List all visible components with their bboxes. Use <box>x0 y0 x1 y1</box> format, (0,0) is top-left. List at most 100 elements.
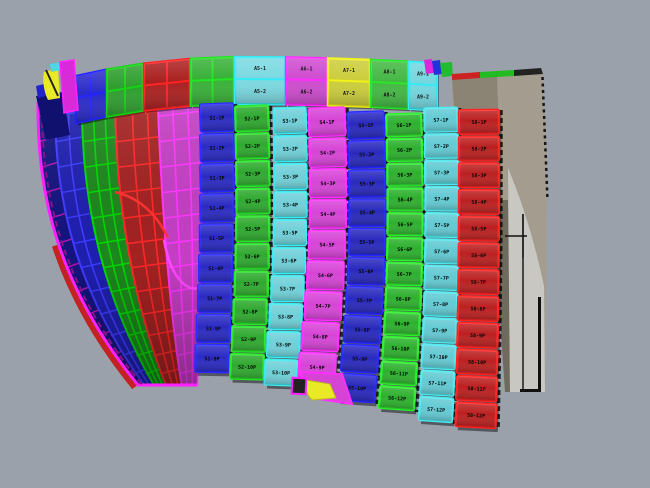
sheer-plate-label: A5-1 <box>254 66 266 72</box>
hull-plate-label: S4-1P <box>319 120 334 127</box>
hull-plate-label: S8-1P <box>471 120 486 126</box>
hull-plate-label: S7-2P <box>434 144 449 150</box>
hull-boundary-dashes <box>41 102 143 386</box>
hull-plate-label: S1-9P <box>204 356 219 362</box>
hull-plate-label: S6-8P <box>396 296 411 303</box>
crosshair-cursor <box>505 214 527 258</box>
hull-plate-label: S1-1P <box>209 115 224 122</box>
hull-plate-label: S2-3P <box>245 171 260 177</box>
hull-plate-label: S4-9P <box>309 365 324 372</box>
hull-plate-label: S8-11P <box>467 386 485 393</box>
hull-plate-label: S2-8P <box>242 309 257 315</box>
hull-plate-label: S5-8P <box>355 327 370 334</box>
hull-plate-label: S6-10P <box>391 346 409 353</box>
hull-plate-label: S2-5P <box>245 227 260 233</box>
hull-plate-label: S3-7P <box>280 286 295 292</box>
hull-plate-label: S5-10P <box>348 385 366 392</box>
hull-plate-label: S3-6P <box>281 258 296 264</box>
hull-plate-label: S6-3P <box>397 173 412 179</box>
hull-plate-label: S2-6P <box>245 254 260 260</box>
hull-plate-label: S2-7P <box>244 282 259 288</box>
hull-plate-label: S3-4P <box>283 202 298 208</box>
hull-plate-label: S8-6P <box>471 253 486 259</box>
column-2-green[interactable]: S2-1P S2-2P S2-3P S2-4P S2-5P S2-6P S2-7P S2-8P… <box>229 104 274 384</box>
hull-plate-label: S3-1P <box>282 118 297 125</box>
hull-plate-label: S8-5P <box>471 226 486 232</box>
hull-plate-label: S1-4P <box>209 206 224 212</box>
hull-plate-label: S6-11P <box>390 371 408 378</box>
hull-plate-label: S3-9P <box>276 342 291 348</box>
hull-plate-label: S4-5P <box>319 242 334 248</box>
hull-plate-label: S6-5P <box>398 222 413 228</box>
hull-plate-label: S4-6P <box>318 273 333 279</box>
sheer-plate-label: A5-2 <box>254 89 266 95</box>
hull-plate-label: S4-7P <box>315 304 330 310</box>
hull-boundary-edge <box>36 102 197 387</box>
hull-plate-label: S6-7P <box>397 272 412 278</box>
hull-plate-label: S6-2P <box>397 148 412 154</box>
hull-plate-label: S8-2P <box>471 146 486 152</box>
hull-plate-label: S6-9P <box>394 321 409 328</box>
hull-plate-label: S4-4P <box>320 212 335 218</box>
hull-plate-label: S4-3P <box>320 181 335 187</box>
sheer-plate-label: A6-2 <box>300 90 312 96</box>
hull-plate-label: S8-9P <box>470 333 485 340</box>
sheer-plate-3[interactable] <box>142 57 192 114</box>
sheer-plate-label: A8-2 <box>383 93 395 99</box>
hull-plate-label: S1-7P <box>207 296 222 302</box>
sheer-plate-label: A7-2 <box>343 91 355 97</box>
hull-plate-label: S3-5P <box>282 230 297 236</box>
top-edge-strips <box>424 59 543 80</box>
sheer-plate-label: A8-1 <box>383 70 395 76</box>
hull-plate-label: S8-4P <box>471 200 486 206</box>
column-7-cyan[interactable]: S7-1P S7-2P S7-3P S7-4P S7-5P S7-6P S7-7P S7-8P… <box>417 106 463 427</box>
hull-plate-label: S7-11P <box>428 380 446 387</box>
hull-plate-label: S5-6P <box>358 269 373 275</box>
column-8-red[interactable]: S8-1P S8-2P S8-3P S8-4P S8-5P S8-6P S8-7P S8-8P… <box>454 108 503 433</box>
hull-plate-label: S2-9P <box>241 337 256 343</box>
hull-plate-label: S7-1P <box>433 118 448 124</box>
hull-plate-label: S1-5P <box>209 236 224 242</box>
hull-plate-label: S8-7P <box>471 280 486 286</box>
sheer-plate-2[interactable] <box>105 62 145 120</box>
hull-plate-label: S4-8P <box>313 334 328 341</box>
hull-plate-label: S2-1P <box>244 116 259 123</box>
hull-plate-label: S5-3P <box>360 181 375 187</box>
hull-plate-label: S6-1P <box>396 123 411 129</box>
hull-plate-label: S6-6P <box>397 247 412 253</box>
hull-plate-label: S3-3P <box>283 174 298 180</box>
hull-plate-label: S7-12P <box>427 407 445 414</box>
hull-plate-label: S5-2P <box>359 152 374 158</box>
sheer-plate-7[interactable]: A7-1 A7-2 <box>326 57 372 110</box>
hull-plate-label: S7-9P <box>432 328 447 335</box>
hull-plate-label: S3-2P <box>283 146 298 152</box>
hull-plate-label: S2-2P <box>245 144 260 150</box>
sheer-plate-5[interactable]: A5-1 A5-2 <box>233 55 287 107</box>
hull-plate-label: S7-8P <box>433 302 448 309</box>
hull-plate-label: S1-3P <box>210 176 225 182</box>
hull-plate-label: S5-5P <box>359 240 374 246</box>
hull-plate-label: S1-8P <box>206 326 221 332</box>
sheer-plate-8[interactable]: A8-1 A8-2 <box>369 58 410 112</box>
hull-plate-label: S5-9P <box>352 356 367 363</box>
hull-plate-label: S3-8P <box>278 314 293 320</box>
bow-corner-cluster <box>36 59 79 140</box>
hull-plate-label: S7-6P <box>434 249 449 255</box>
hull-plate-label: S3-10P <box>272 370 290 377</box>
sheer-plate-6[interactable]: A6-1 A6-2 <box>284 56 329 108</box>
hull-plate-label: S7-10P <box>429 354 447 361</box>
hull-plate-label: S5-7P <box>357 298 372 305</box>
hull-plate-label: S5-1P <box>358 123 373 130</box>
column-1-blue[interactable]: S1-1P S1-2P S1-3P S1-4P S1-5P S1-6P S1-7P S1-8P… <box>194 102 238 377</box>
hull-plate-label: S8-10P <box>468 359 486 366</box>
sheer-plate-4[interactable] <box>189 55 236 109</box>
hull-plate-label: S6-12P <box>388 395 406 402</box>
hull-plate-label: S7-4P <box>434 197 449 203</box>
hull-plate-label: S1-2P <box>210 145 225 151</box>
hull-plate-label: S8-8P <box>470 306 485 312</box>
hull-plate-label: S7-5P <box>434 223 449 229</box>
sheer-plate-1[interactable] <box>74 68 108 126</box>
bottom-detail-bits <box>290 370 354 406</box>
